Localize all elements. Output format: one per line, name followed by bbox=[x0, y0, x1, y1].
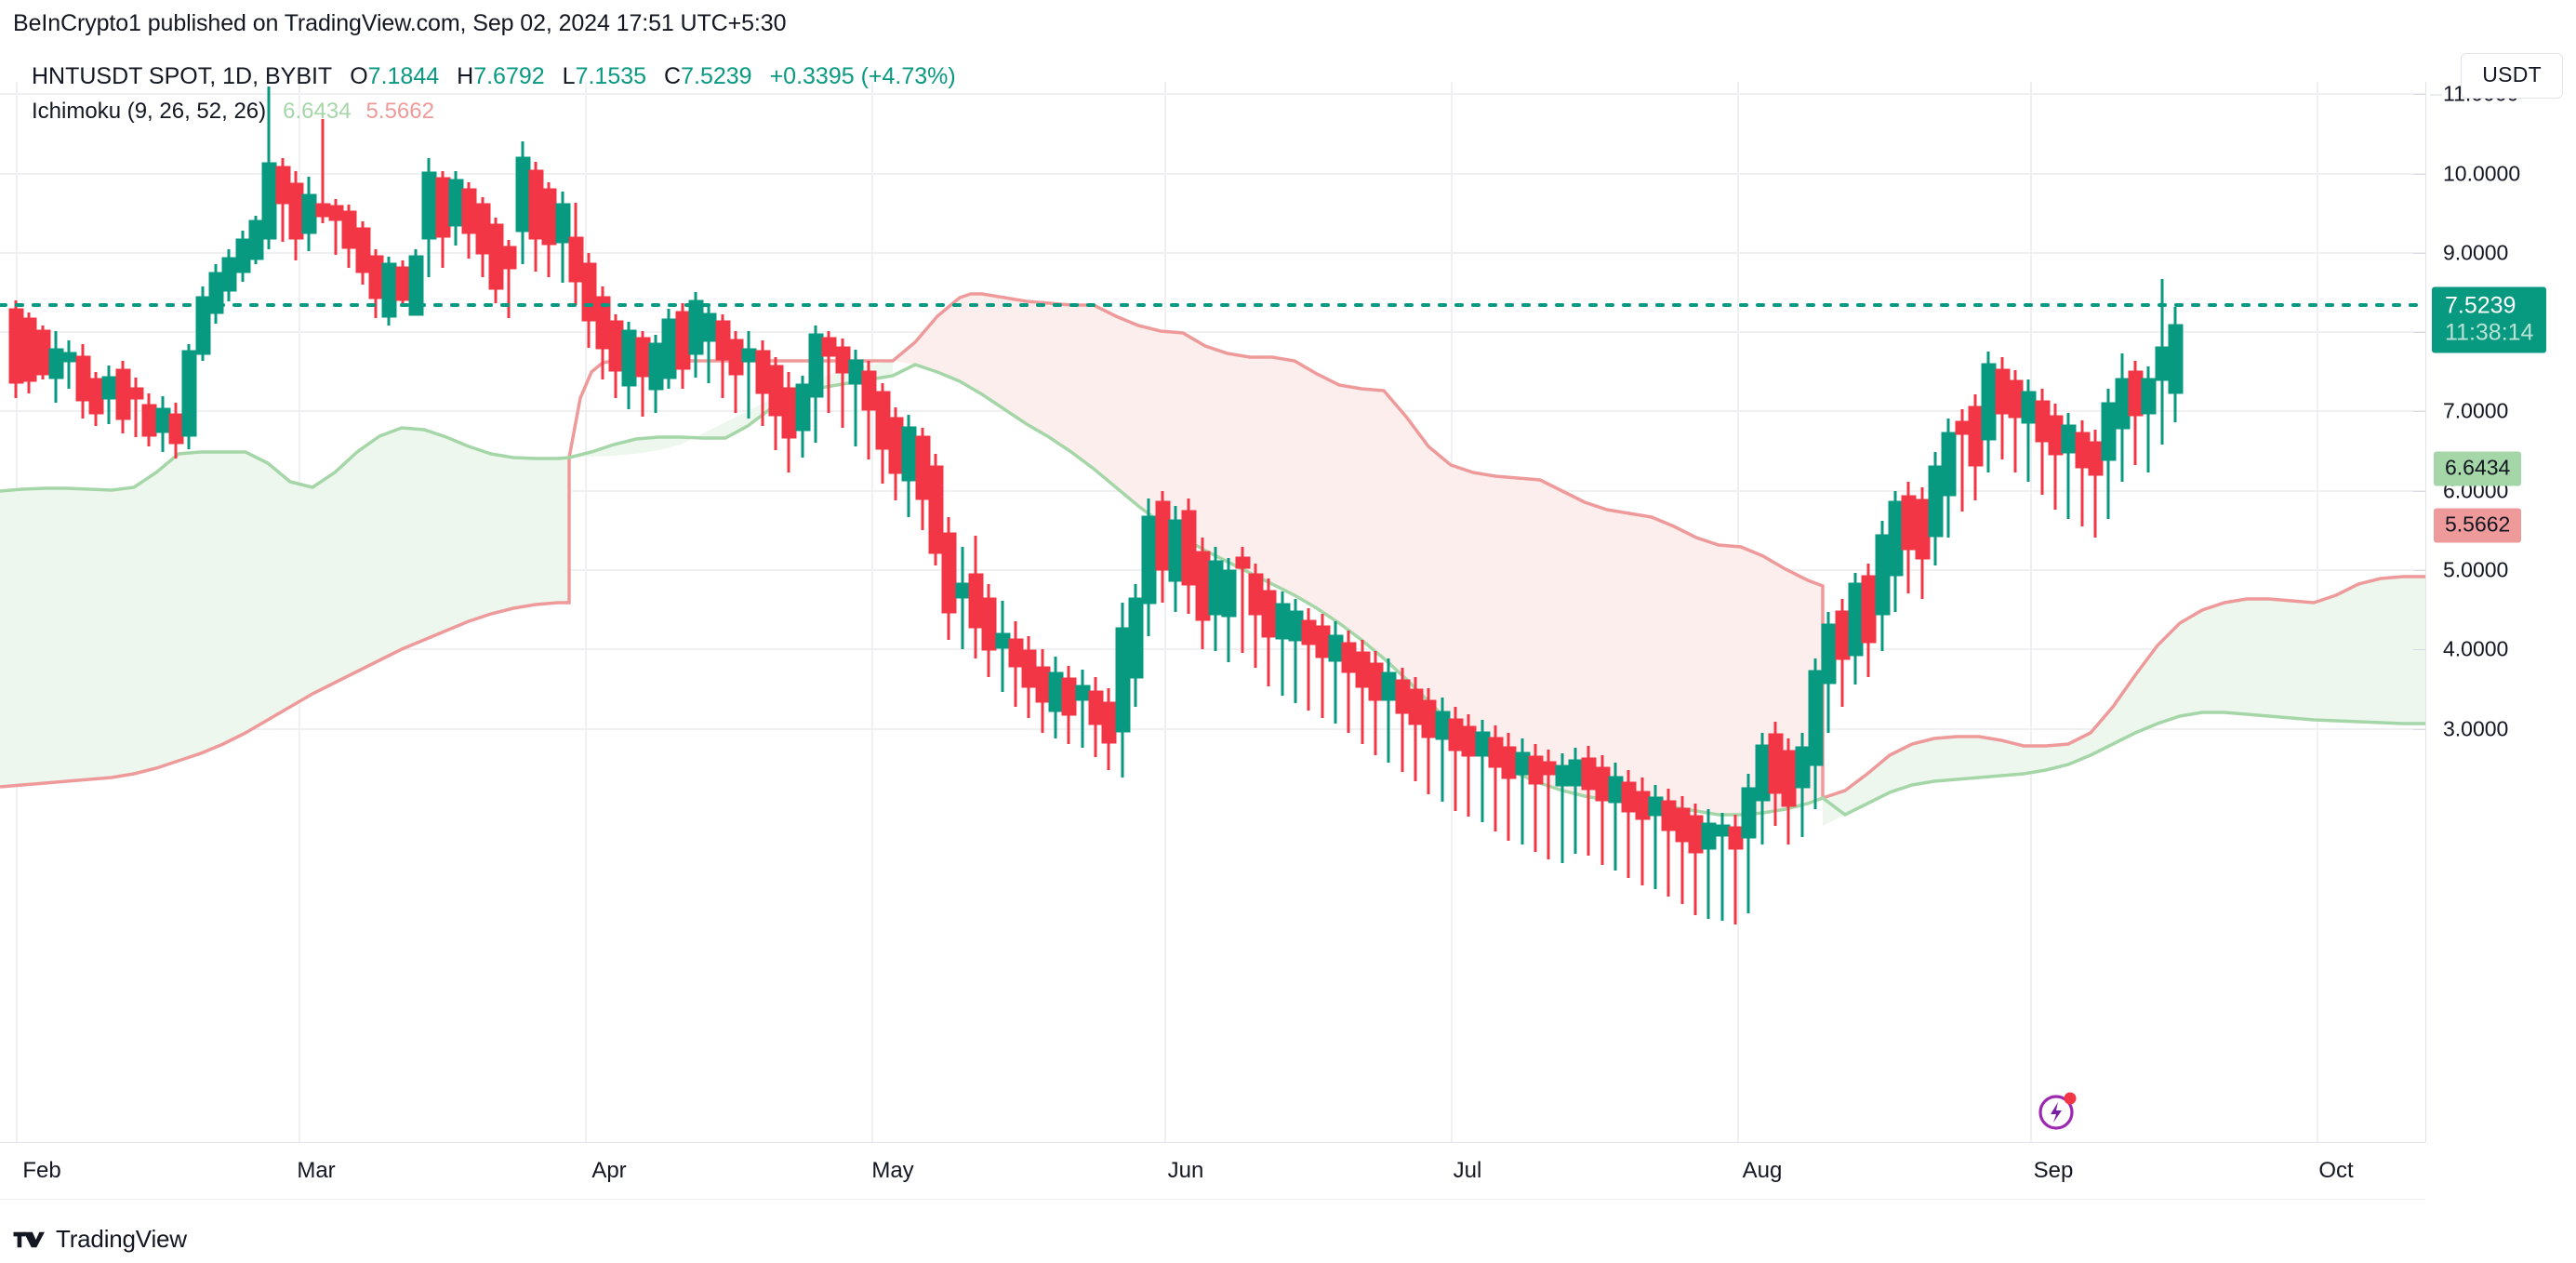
open-value: O7.1844 bbox=[350, 63, 440, 89]
tradingview-logo-icon bbox=[13, 1231, 45, 1247]
time-tick-aug: Aug bbox=[1742, 1158, 1783, 1183]
last-price-value: 7.5239 bbox=[2445, 292, 2516, 319]
candlestick-series bbox=[8, 86, 2184, 924]
time-tick-mar: Mar bbox=[297, 1158, 336, 1183]
price-tick-10: 10.0000 bbox=[2443, 161, 2521, 186]
change-value: +0.3395 (+4.73%) bbox=[769, 63, 956, 89]
event-circle-icon bbox=[2038, 1095, 2074, 1130]
last-price-badge[interactable]: 7.5239 11:38:14 bbox=[2432, 286, 2547, 353]
price-tick-5: 5.0000 bbox=[2443, 557, 2509, 582]
cloud-fill-bullish-3 bbox=[1823, 577, 2425, 826]
time-scale[interactable]: Feb Mar Apr May Jun Jul Aug Sep Oct bbox=[0, 1142, 2425, 1200]
senkou-span-b-line bbox=[0, 363, 2425, 818]
cloud-fill-bullish bbox=[0, 428, 569, 787]
time-tick-feb: Feb bbox=[22, 1158, 61, 1183]
indicator-value-senkou-a: 6.6434 bbox=[283, 99, 352, 124]
time-tick-oct: Oct bbox=[2318, 1158, 2354, 1183]
cloud-fill-bearish bbox=[893, 294, 1823, 815]
senkou-a-price-badge[interactable]: 6.6434 bbox=[2434, 451, 2522, 486]
close-value: C7.5239 bbox=[664, 63, 752, 89]
indicator-name[interactable]: Ichimoku (9, 26, 52, 26) bbox=[32, 99, 267, 124]
time-tick-sep: Sep bbox=[2033, 1158, 2074, 1183]
currency-unit-button[interactable]: USDT bbox=[2461, 53, 2563, 99]
chart-plot-area[interactable] bbox=[0, 82, 2425, 1142]
event-alert-dot-icon bbox=[2064, 1092, 2077, 1105]
price-tick-9: 9.0000 bbox=[2443, 240, 2509, 265]
tradingview-footer[interactable]: TradingView bbox=[13, 1225, 187, 1254]
lightning-bolt-icon bbox=[2051, 1102, 2062, 1123]
bar-countdown-value: 11:38:14 bbox=[2445, 319, 2534, 346]
time-tick-jun: Jun bbox=[1167, 1158, 1204, 1183]
ohlc-group: O7.1844 H7.6792 L7.1535 C7.5239 bbox=[350, 63, 751, 90]
ichimoku-cloud bbox=[0, 292, 2425, 826]
senkou-span-a-line bbox=[0, 292, 2425, 801]
lightning-event-marker[interactable] bbox=[2037, 1089, 2079, 1132]
chart-legend: HNTUSDT SPOT, 1D, BYBIT O7.1844 H7.6792 … bbox=[32, 63, 956, 125]
low-value: L7.1535 bbox=[562, 63, 647, 89]
price-tick-7: 7.0000 bbox=[2443, 398, 2509, 423]
senkou-b-price-badge[interactable]: 5.5662 bbox=[2434, 508, 2522, 543]
legend-indicator-row: Ichimoku (9, 26, 52, 26) 6.6434 5.5662 bbox=[32, 99, 956, 125]
price-scale[interactable]: 11.0000 10.0000 9.0000 8.0000 7.0000 6.0… bbox=[2413, 82, 2576, 1142]
publish-attribution: BeInCrypto1 published on TradingView.com… bbox=[13, 10, 787, 36]
symbol-label[interactable]: HNTUSDT SPOT, 1D, BYBIT bbox=[32, 63, 333, 89]
tradingview-brand-label: TradingView bbox=[56, 1225, 187, 1253]
high-value: H7.6792 bbox=[457, 63, 545, 89]
price-tick-3: 3.0000 bbox=[2443, 716, 2509, 741]
legend-ohlc-row: HNTUSDT SPOT, 1D, BYBIT O7.1844 H7.6792 … bbox=[32, 63, 956, 90]
chart-canvas bbox=[0, 82, 2425, 1142]
time-tick-jul: Jul bbox=[1453, 1158, 1482, 1183]
indicator-value-senkou-b: 5.5662 bbox=[365, 99, 434, 124]
time-tick-may: May bbox=[871, 1158, 914, 1183]
time-tick-apr: Apr bbox=[591, 1158, 627, 1183]
price-tick-4: 4.0000 bbox=[2443, 636, 2509, 661]
